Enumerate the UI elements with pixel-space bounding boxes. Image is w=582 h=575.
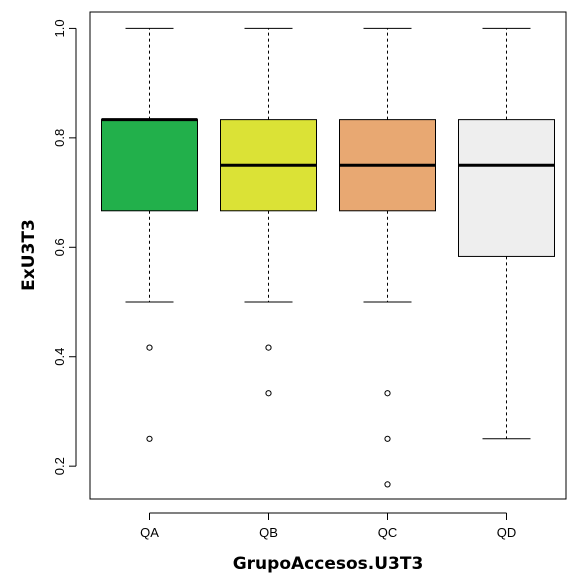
box-qa <box>101 27 198 442</box>
x-axis-title: GrupoAccesos.U3T3 <box>233 554 424 574</box>
box-qd <box>458 27 555 440</box>
x-tick-label: QC <box>378 525 398 540</box>
x-axis: QA QB QC QD <box>140 512 517 540</box>
outlier-point <box>265 390 272 397</box>
outlier-point <box>146 344 153 351</box>
outlier-point <box>265 344 272 351</box>
y-tick-label: 0.6 <box>52 238 67 256</box>
x-tick-label: QA <box>140 525 159 540</box>
plot-frame <box>89 11 567 500</box>
chart-marks <box>101 27 555 488</box>
box-qb <box>220 27 317 397</box>
box-iqr <box>458 119 555 257</box>
x-tick-label: QB <box>259 525 278 540</box>
outlier-point <box>384 390 391 397</box>
outlier-point <box>146 435 153 442</box>
outlier-point <box>384 481 391 488</box>
outlier-point <box>384 435 391 442</box>
y-tick-label: 1.0 <box>52 19 67 37</box>
box-qc <box>339 27 436 488</box>
y-axis: 0.2 0.4 0.6 0.8 1.0 <box>52 19 77 475</box>
y-tick-label: 0.2 <box>52 457 67 475</box>
y-tick-label: 0.8 <box>52 129 67 147</box>
x-tick-label: QD <box>497 525 517 540</box>
y-tick-label: 0.4 <box>52 348 67 366</box>
box-iqr <box>101 119 198 212</box>
y-axis-title: ExU3T3 <box>19 219 39 291</box>
